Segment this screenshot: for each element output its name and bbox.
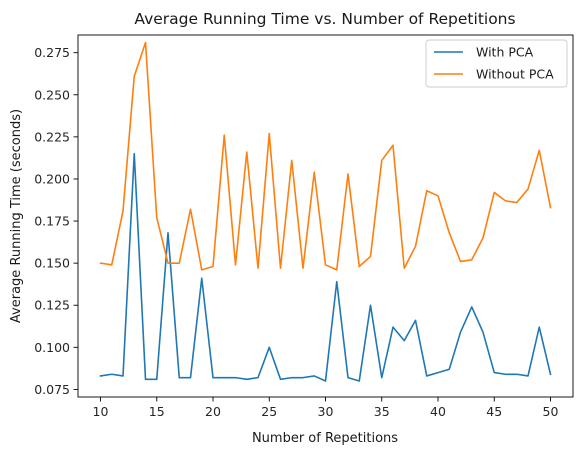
series-layer <box>99 41 552 382</box>
x-tick-label-5: 35 <box>374 404 390 419</box>
y-tick-label-2: 0.125 <box>34 298 70 313</box>
plot-frame <box>77 34 574 398</box>
plot-area <box>78 35 573 397</box>
y-tick-label-4: 0.175 <box>34 214 70 229</box>
legend: With PCA Without PCA <box>425 39 568 88</box>
chart-title: Average Running Time vs. Number of Repet… <box>134 10 515 28</box>
y-tick-label-1: 0.100 <box>34 340 70 355</box>
x-axis-ticks: 10 15 20 25 30 35 40 45 50 <box>93 397 559 419</box>
x-tick-label-7: 45 <box>486 404 502 419</box>
series-line-1 <box>99 41 552 271</box>
legend-label-with-pca: With PCA <box>476 45 534 60</box>
x-axis-label: Number of Repetitions <box>252 431 398 446</box>
y-tick-label-8: 0.275 <box>34 45 70 60</box>
y-tick-label-3: 0.150 <box>34 256 70 271</box>
x-tick-label-3: 25 <box>261 404 277 419</box>
y-tick-label-7: 0.250 <box>34 87 70 102</box>
x-tick-label-0: 10 <box>93 404 109 419</box>
x-tick-label-2: 20 <box>205 404 221 419</box>
x-tick-label-6: 40 <box>430 404 446 419</box>
series-line-0 <box>99 152 552 382</box>
legend-label-without-pca: Without PCA <box>476 67 554 82</box>
x-tick-label-8: 50 <box>543 404 559 419</box>
y-tick-label-6: 0.225 <box>34 129 70 144</box>
x-tick-label-1: 15 <box>149 404 165 419</box>
y-axis-label: Average Running Time (seconds) <box>9 109 24 323</box>
y-axis-ticks: 0.075 0.100 0.125 0.150 0.175 0.200 0.225 0.250… <box>34 45 78 397</box>
x-tick-label-4: 30 <box>318 404 334 419</box>
y-tick-label-5: 0.200 <box>34 171 70 186</box>
y-tick-label-0: 0.075 <box>34 382 70 397</box>
